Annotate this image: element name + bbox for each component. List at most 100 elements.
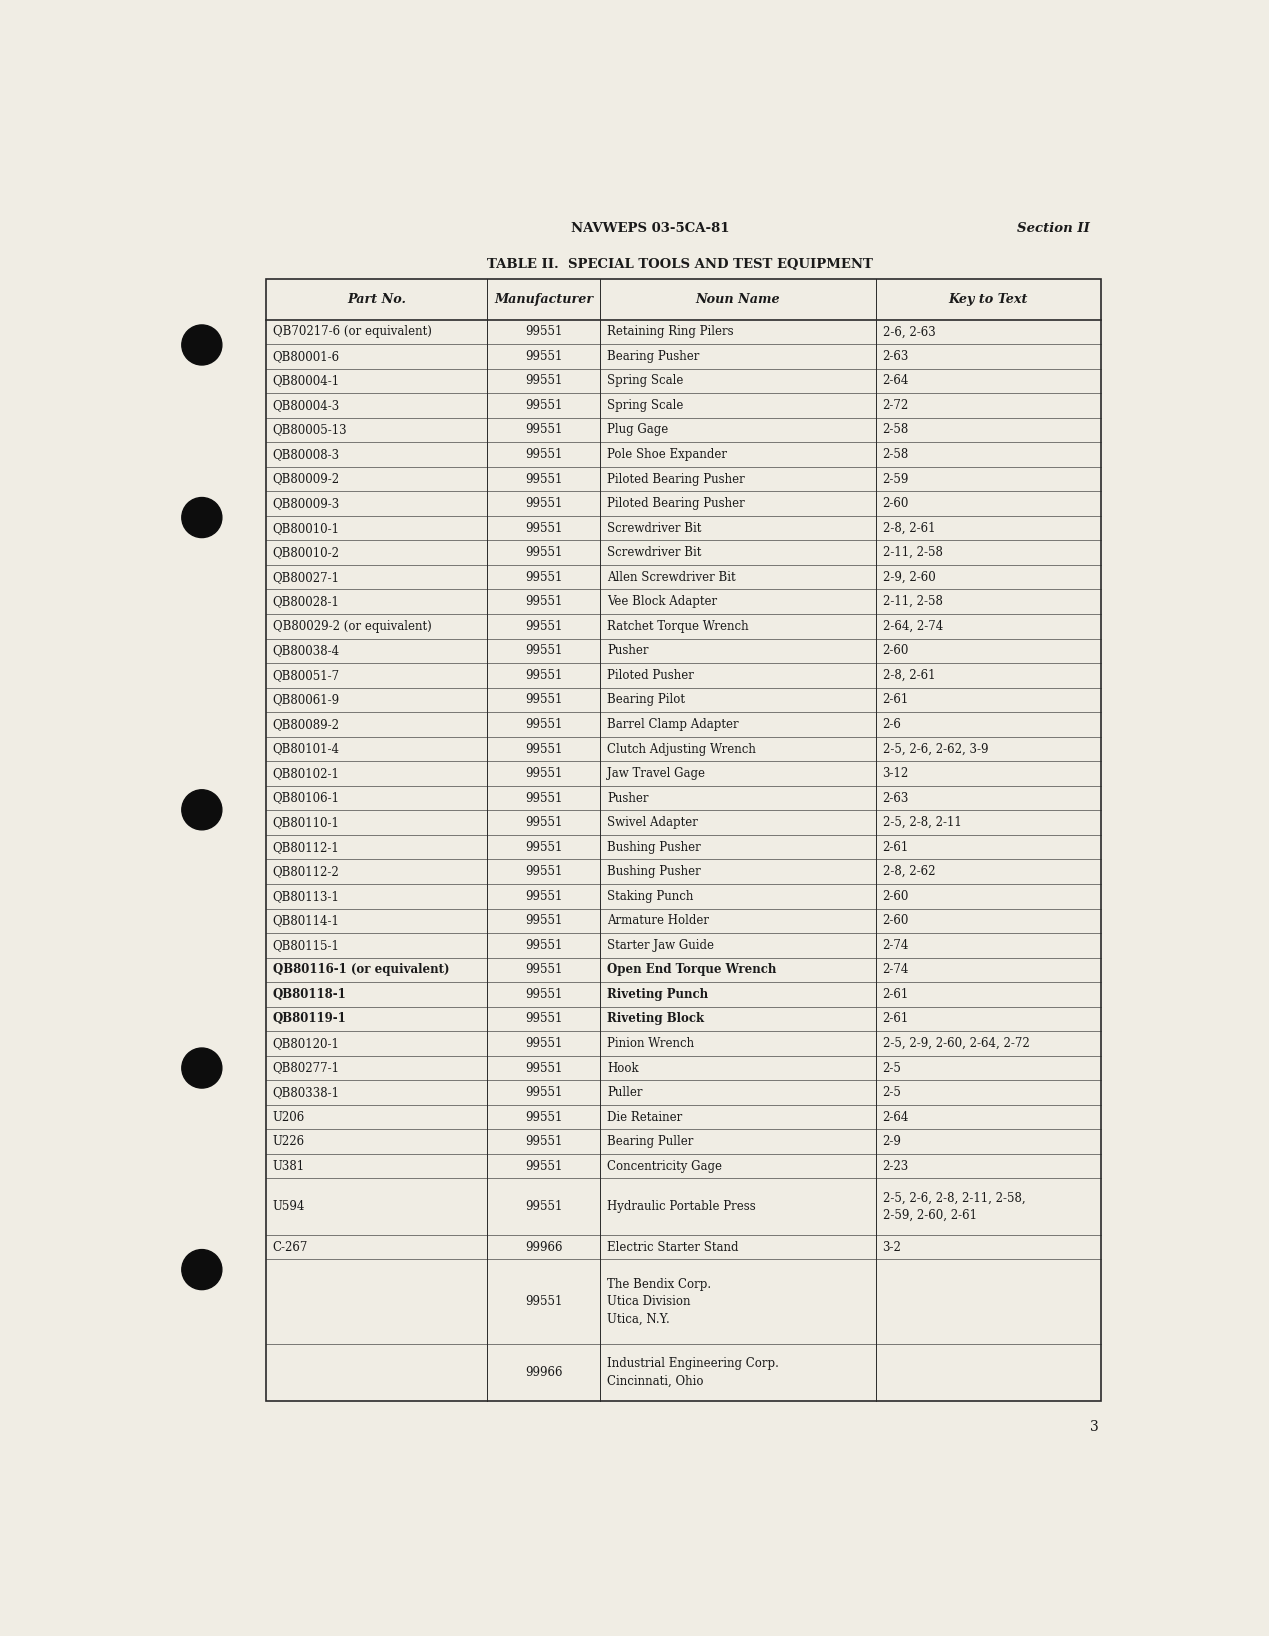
Text: Open End Torque Wrench: Open End Torque Wrench <box>607 964 777 977</box>
Text: 2-63: 2-63 <box>882 350 909 363</box>
Text: Riveting Punch: Riveting Punch <box>607 988 708 1001</box>
Text: 2-60: 2-60 <box>882 497 909 510</box>
Text: QB80277-1: QB80277-1 <box>273 1062 340 1075</box>
Circle shape <box>181 497 222 538</box>
Text: 2-9: 2-9 <box>882 1135 901 1148</box>
Text: 99551: 99551 <box>525 596 562 609</box>
Text: Armature Holder: Armature Holder <box>607 915 709 928</box>
Text: QB80110-1: QB80110-1 <box>273 816 340 829</box>
Text: QB80010-1: QB80010-1 <box>273 522 340 535</box>
Text: Clutch Adjusting Wrench: Clutch Adjusting Wrench <box>607 743 756 756</box>
Text: Retaining Ring Pilers: Retaining Ring Pilers <box>607 326 733 339</box>
Text: QB80119-1: QB80119-1 <box>273 1013 346 1026</box>
Text: 2-8, 2-61: 2-8, 2-61 <box>882 669 935 682</box>
Text: QB70217-6 (or equivalent): QB70217-6 (or equivalent) <box>273 326 431 339</box>
Text: 99551: 99551 <box>525 718 562 731</box>
Text: QB80101-4: QB80101-4 <box>273 743 340 756</box>
Text: Screwdriver Bit: Screwdriver Bit <box>607 546 702 560</box>
Text: 99551: 99551 <box>525 326 562 339</box>
Text: Die Retainer: Die Retainer <box>607 1111 683 1124</box>
Text: Starter Jaw Guide: Starter Jaw Guide <box>607 939 714 952</box>
Text: 2-58: 2-58 <box>882 448 909 461</box>
Text: Puller: Puller <box>607 1086 642 1099</box>
Text: 99551: 99551 <box>525 792 562 805</box>
Text: Ratchet Torque Wrench: Ratchet Torque Wrench <box>607 620 749 633</box>
Text: 99551: 99551 <box>525 816 562 829</box>
Text: QB80008-3: QB80008-3 <box>273 448 340 461</box>
Text: QB80028-1: QB80028-1 <box>273 596 340 609</box>
Text: 2-61: 2-61 <box>882 1013 909 1026</box>
Text: Electric Starter Stand: Electric Starter Stand <box>607 1240 739 1253</box>
Text: 99551: 99551 <box>525 473 562 486</box>
Text: 99551: 99551 <box>525 1037 562 1050</box>
Text: 2-64: 2-64 <box>882 375 909 388</box>
Text: 99551: 99551 <box>525 1160 562 1173</box>
Text: 99966: 99966 <box>525 1240 562 1253</box>
Text: 99551: 99551 <box>525 694 562 707</box>
Text: QB80114-1: QB80114-1 <box>273 915 340 928</box>
Text: QB80089-2: QB80089-2 <box>273 718 340 731</box>
Text: Hydraulic Portable Press: Hydraulic Portable Press <box>607 1201 755 1214</box>
Text: Staking Punch: Staking Punch <box>607 890 693 903</box>
Text: 99551: 99551 <box>525 1111 562 1124</box>
Text: 2-5, 2-9, 2-60, 2-64, 2-72: 2-5, 2-9, 2-60, 2-64, 2-72 <box>882 1037 1029 1050</box>
Text: 99551: 99551 <box>525 1086 562 1099</box>
Text: 2-5: 2-5 <box>882 1086 901 1099</box>
Text: 3-12: 3-12 <box>882 767 909 780</box>
Text: 99551: 99551 <box>525 522 562 535</box>
Text: 2-8, 2-61: 2-8, 2-61 <box>882 522 935 535</box>
Text: TABLE II.  SPECIAL TOOLS AND TEST EQUIPMENT: TABLE II. SPECIAL TOOLS AND TEST EQUIPME… <box>487 257 873 270</box>
Text: Industrial Engineering Corp.
Cincinnati, Ohio: Industrial Engineering Corp. Cincinnati,… <box>607 1358 779 1387</box>
Text: 99551: 99551 <box>525 1013 562 1026</box>
Text: Section II: Section II <box>1018 222 1090 236</box>
Text: 2-74: 2-74 <box>882 964 909 977</box>
Text: 99551: 99551 <box>525 743 562 756</box>
Text: Concentricity Gage: Concentricity Gage <box>607 1160 722 1173</box>
Text: 2-5, 2-8, 2-11: 2-5, 2-8, 2-11 <box>882 816 962 829</box>
Text: QB80113-1: QB80113-1 <box>273 890 340 903</box>
Text: 3: 3 <box>1090 1420 1099 1433</box>
Text: Noun Name: Noun Name <box>695 293 780 306</box>
Text: 2-61: 2-61 <box>882 988 909 1001</box>
Text: Vee Block Adapter: Vee Block Adapter <box>607 596 717 609</box>
Text: QB80038-4: QB80038-4 <box>273 645 340 658</box>
Text: Key to Text: Key to Text <box>949 293 1028 306</box>
Text: 2-60: 2-60 <box>882 645 909 658</box>
Text: 99551: 99551 <box>525 1296 562 1309</box>
Text: Pusher: Pusher <box>607 645 648 658</box>
Text: 99551: 99551 <box>525 939 562 952</box>
Text: 99551: 99551 <box>525 865 562 879</box>
Text: 2-63: 2-63 <box>882 792 909 805</box>
Text: Pole Shoe Expander: Pole Shoe Expander <box>607 448 727 461</box>
Text: 2-5, 2-6, 2-8, 2-11, 2-58,
2-59, 2-60, 2-61: 2-5, 2-6, 2-8, 2-11, 2-58, 2-59, 2-60, 2… <box>882 1191 1025 1222</box>
Text: QB80112-2: QB80112-2 <box>273 865 339 879</box>
Text: The Bendix Corp.
Utica Division
Utica, N.Y.: The Bendix Corp. Utica Division Utica, N… <box>607 1278 711 1325</box>
Text: Bearing Pilot: Bearing Pilot <box>607 694 685 707</box>
Text: Spring Scale: Spring Scale <box>607 375 683 388</box>
Text: 2-6: 2-6 <box>882 718 901 731</box>
Text: QB80009-2: QB80009-2 <box>273 473 340 486</box>
Text: 3-2: 3-2 <box>882 1240 901 1253</box>
Bar <box>265 280 1101 1400</box>
Text: Jaw Travel Gage: Jaw Travel Gage <box>607 767 704 780</box>
Text: QB80120-1: QB80120-1 <box>273 1037 340 1050</box>
Text: QB80009-3: QB80009-3 <box>273 497 340 510</box>
Text: 2-61: 2-61 <box>882 694 909 707</box>
Text: Piloted Bearing Pusher: Piloted Bearing Pusher <box>607 473 745 486</box>
Text: 99551: 99551 <box>525 448 562 461</box>
Text: Part No.: Part No. <box>346 293 406 306</box>
Text: QB80106-1: QB80106-1 <box>273 792 340 805</box>
Text: 2-6, 2-63: 2-6, 2-63 <box>882 326 935 339</box>
Text: QB80115-1: QB80115-1 <box>273 939 340 952</box>
Text: 99551: 99551 <box>525 1062 562 1075</box>
Text: Hook: Hook <box>607 1062 638 1075</box>
Text: 2-5: 2-5 <box>882 1062 901 1075</box>
Circle shape <box>181 790 222 829</box>
Text: QB80116-1 (or equivalent): QB80116-1 (or equivalent) <box>273 964 449 977</box>
Text: Pusher: Pusher <box>607 792 648 805</box>
Text: 99551: 99551 <box>525 915 562 928</box>
Text: QB80051-7: QB80051-7 <box>273 669 340 682</box>
Text: Riveting Block: Riveting Block <box>607 1013 704 1026</box>
Text: 99551: 99551 <box>525 375 562 388</box>
Text: NAVWEPS 03-5CA-81: NAVWEPS 03-5CA-81 <box>571 222 730 236</box>
